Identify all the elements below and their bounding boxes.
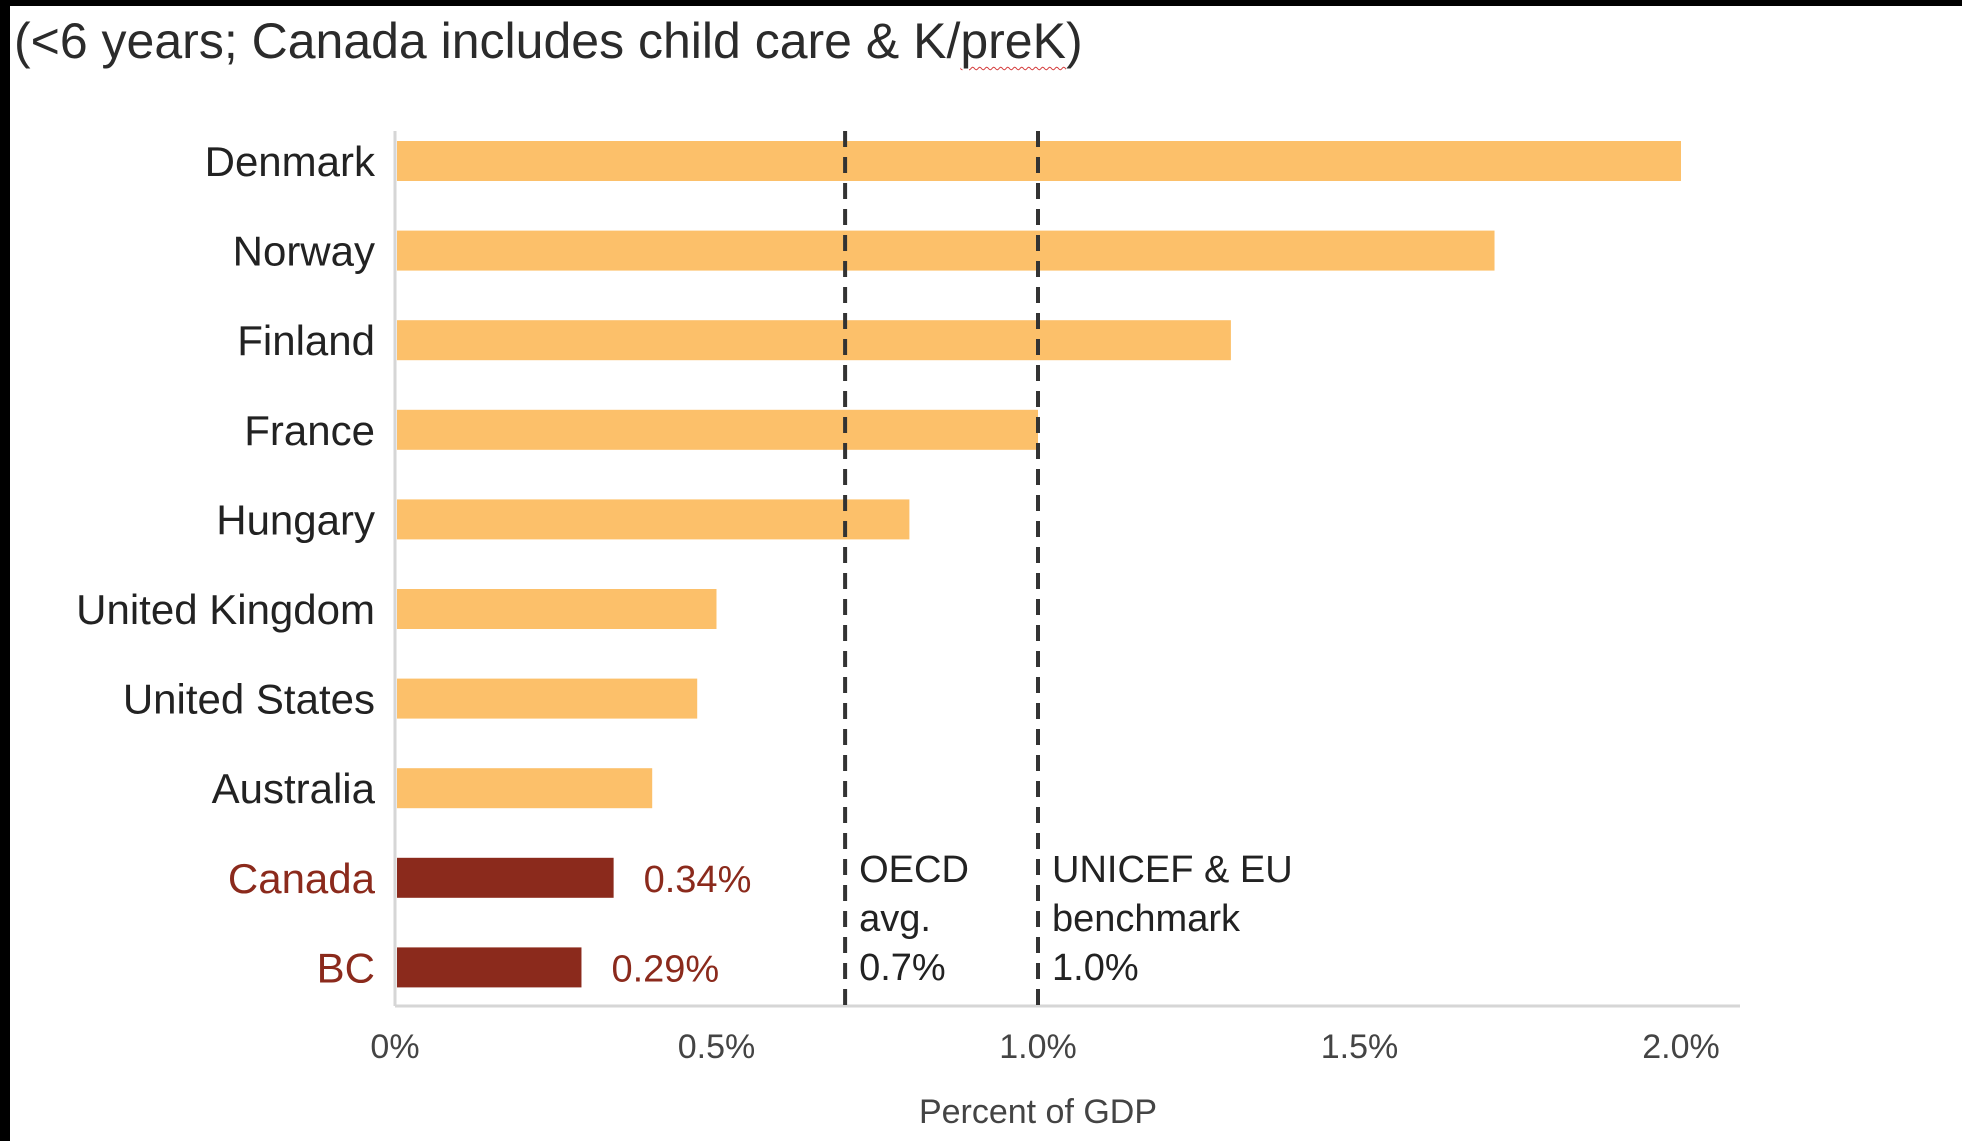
bar-hungary [397, 499, 910, 540]
category-label: Finland [237, 317, 375, 364]
category-label: United States [123, 676, 375, 723]
reference-line-label: 1.0% [1052, 947, 1139, 989]
data-label: 0.29% [611, 948, 719, 990]
reference-line-label: UNICEF & EU [1052, 849, 1293, 891]
x-tick-label: 0% [370, 1028, 419, 1066]
bar-canada [397, 857, 614, 898]
reference-line-label: 0.7% [859, 947, 946, 989]
subtitle-underlined-text: preK [960, 13, 1066, 69]
category-label: Canada [228, 855, 376, 902]
x-tick-label: 1.0% [999, 1028, 1077, 1066]
subtitle-text: (<6 years; Canada includes child care & … [14, 13, 961, 69]
subtitle-close-paren: ) [1065, 13, 1083, 69]
category-label: United Kingdom [76, 586, 375, 633]
bar-finland [397, 320, 1231, 361]
data-label: 0.34% [644, 859, 752, 901]
reference-line-label: OECD [859, 849, 969, 891]
category-label: France [244, 407, 375, 454]
category-label: Hungary [216, 496, 375, 543]
chart-subtitle: (<6 years; Canada includes child care & … [14, 12, 1083, 70]
x-axis-title: Percent of GDP [919, 1093, 1157, 1131]
category-label: Australia [212, 765, 376, 812]
x-tick-label: 0.5% [678, 1028, 756, 1066]
reference-line-label: avg. [859, 898, 931, 940]
x-tick-label: 1.5% [1321, 1028, 1399, 1066]
category-label: Denmark [205, 138, 376, 185]
category-label: BC [317, 944, 375, 991]
bar-united-kingdom [397, 589, 717, 629]
bar-chart: Denmark Norway Finland France Hungary United … [76, 131, 1740, 1131]
bar-france [397, 409, 1038, 450]
category-label: Norway [233, 228, 375, 275]
bar-norway [397, 230, 1495, 271]
bar-united-states [397, 678, 698, 719]
bar-australia [397, 768, 653, 809]
x-tick-label: 2.0% [1642, 1028, 1720, 1066]
bar-bc [397, 947, 582, 988]
chart-panel: (<6 years; Canada includes child care & … [10, 6, 1962, 1141]
reference-line-label: benchmark [1052, 898, 1241, 940]
